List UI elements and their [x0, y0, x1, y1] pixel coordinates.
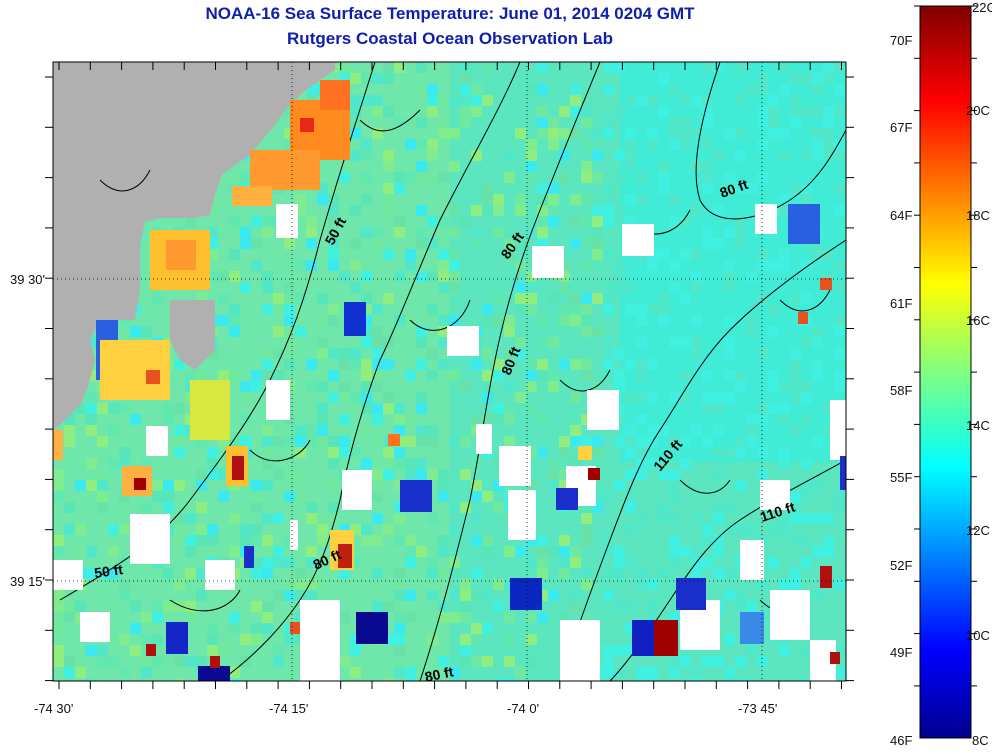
- colorbar-fahrenheit-label: 49F: [890, 645, 913, 660]
- colorbar-celsius-label: 12C: [966, 523, 990, 538]
- x-tick-label: -74 30': [34, 701, 74, 716]
- map-subtitle: Rutgers Coastal Ocean Observation Lab: [287, 29, 613, 48]
- map-frame: [52, 61, 847, 682]
- colorbar-fahrenheit-label: 61F: [890, 296, 913, 311]
- y-tick-label: 39 30': [10, 272, 46, 287]
- colorbar: [919, 5, 972, 739]
- colorbar-fahrenheit-label: 52F: [890, 558, 913, 573]
- colorbar-celsius-label: 14C: [966, 418, 990, 433]
- colorbar-fahrenheit-label: 58F: [890, 383, 913, 398]
- colorbar-celsius-label: 16C: [966, 313, 990, 328]
- x-tick-label: -73 45': [738, 701, 778, 716]
- colorbar-fahrenheit-label: 64F: [890, 208, 913, 223]
- x-tick-label: -74 15': [269, 701, 309, 716]
- map-title: NOAA-16 Sea Surface Temperature: June 01…: [205, 4, 695, 23]
- colorbar-fahrenheit-label: 70F: [890, 33, 913, 48]
- y-tick-label: 39 15': [10, 574, 46, 589]
- colorbar-celsius-label: 22C: [972, 0, 992, 15]
- colorbar-fahrenheit-label: 67F: [890, 120, 913, 135]
- colorbar-celsius-label: 10C: [966, 628, 990, 643]
- colorbar-fahrenheit-label: 55F: [890, 470, 913, 485]
- x-tick-label: -74 0': [507, 701, 540, 716]
- land-area: [53, 62, 335, 430]
- contour-label: 80 ft: [423, 663, 455, 685]
- colorbar-celsius-label: 18C: [966, 208, 990, 223]
- colorbar-celsius-label: 20C: [966, 103, 990, 118]
- colorbar-fahrenheit-label: 46F: [890, 733, 913, 748]
- colorbar-celsius-label: 8C: [972, 733, 989, 748]
- contour-label: 50 ft: [93, 561, 124, 581]
